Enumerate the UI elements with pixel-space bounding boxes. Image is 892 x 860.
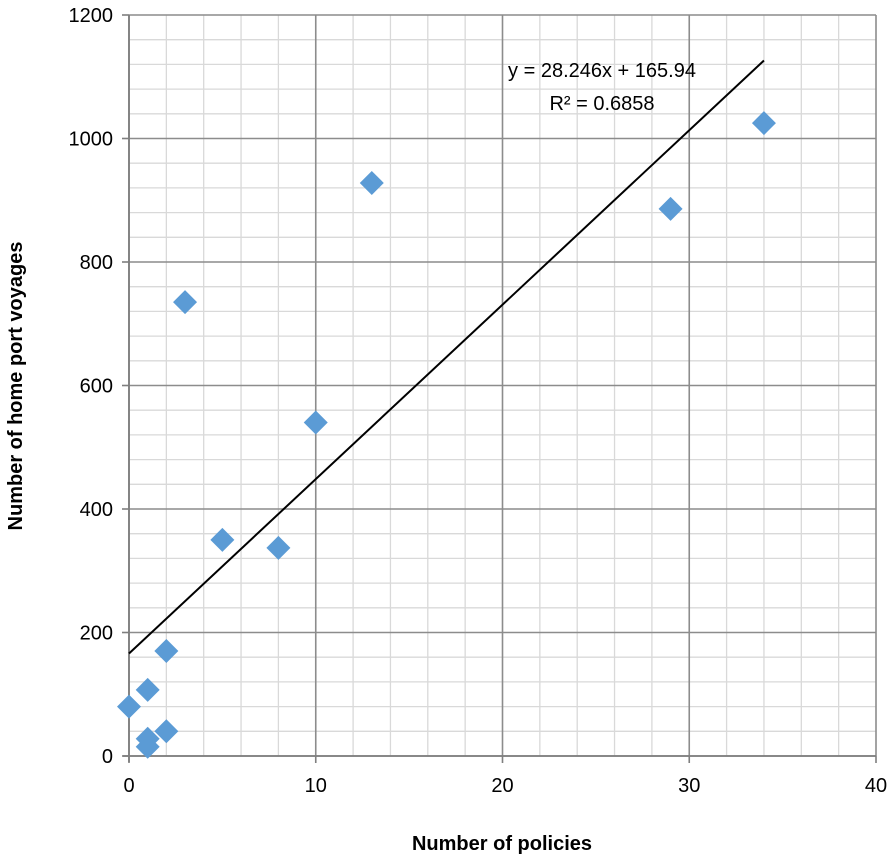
data-point (135, 734, 160, 759)
grid (128, 14, 877, 757)
x-tick-label: 30 (678, 775, 700, 797)
data-point (173, 290, 198, 315)
y-tick-label: 400 (80, 499, 113, 521)
trendline (128, 59, 765, 655)
y-axis-title: Number of home port voyages (5, 242, 27, 531)
x-axis-title: Number of policies (412, 833, 592, 855)
y-tick-label: 1200 (69, 5, 114, 27)
trendline-r-squared: R² = 0.6858 (549, 93, 654, 115)
data-points (117, 111, 776, 759)
data-point (117, 694, 141, 719)
data-point (751, 111, 776, 136)
data-point (658, 196, 683, 221)
data-point (266, 535, 291, 560)
data-point (210, 527, 235, 552)
y-tick-label: 0 (102, 746, 113, 768)
data-point (303, 410, 328, 435)
y-tick-label: 1000 (69, 129, 114, 151)
trendline-group (128, 59, 765, 655)
axes (122, 14, 877, 763)
data-point (135, 677, 160, 702)
trendline-equation: y = 28.246x + 165.94 (508, 60, 696, 82)
x-tick-label: 40 (865, 775, 887, 797)
y-tick-label: 800 (80, 252, 113, 274)
x-tick-label: 20 (491, 775, 513, 797)
x-tick-label: 0 (123, 775, 134, 797)
data-point (359, 170, 384, 195)
y-tick-label: 200 (80, 623, 113, 645)
data-point (154, 719, 179, 744)
x-tick-label: 10 (305, 775, 327, 797)
y-tick-label: 600 (80, 376, 113, 398)
data-point (154, 639, 179, 664)
